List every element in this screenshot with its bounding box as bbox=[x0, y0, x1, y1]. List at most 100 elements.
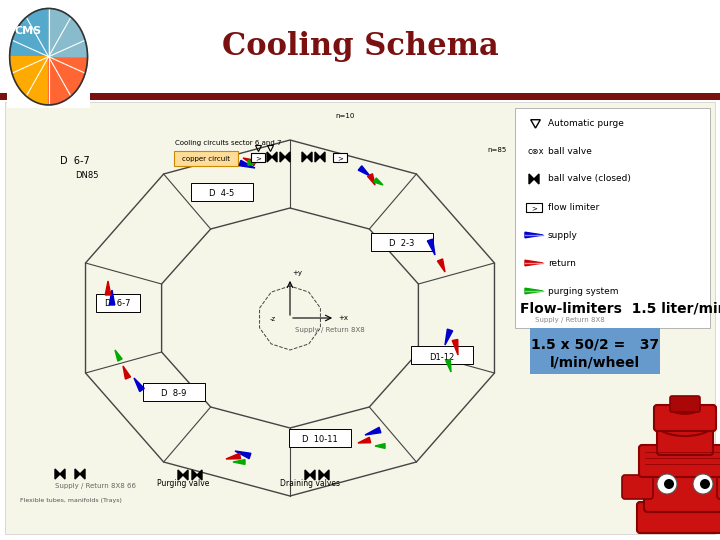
Polygon shape bbox=[109, 290, 114, 305]
Polygon shape bbox=[438, 259, 445, 272]
Ellipse shape bbox=[657, 414, 713, 436]
Bar bbox=[0, 93, 720, 100]
Text: Supply / Return 8X8: Supply / Return 8X8 bbox=[295, 327, 365, 333]
Bar bbox=[5, 102, 715, 534]
Polygon shape bbox=[178, 470, 188, 480]
Polygon shape bbox=[243, 158, 256, 166]
Polygon shape bbox=[305, 470, 315, 480]
Text: DN85: DN85 bbox=[75, 171, 99, 180]
Polygon shape bbox=[55, 469, 65, 479]
Polygon shape bbox=[529, 174, 539, 184]
FancyBboxPatch shape bbox=[174, 151, 238, 166]
Polygon shape bbox=[445, 329, 453, 345]
FancyBboxPatch shape bbox=[96, 294, 140, 312]
Polygon shape bbox=[374, 178, 383, 185]
Text: D  4-5: D 4-5 bbox=[210, 190, 235, 199]
Circle shape bbox=[700, 479, 710, 489]
Wedge shape bbox=[9, 57, 49, 105]
Polygon shape bbox=[248, 160, 256, 165]
FancyBboxPatch shape bbox=[191, 183, 253, 201]
Text: Purging valve: Purging valve bbox=[157, 479, 210, 488]
FancyBboxPatch shape bbox=[411, 346, 473, 364]
Circle shape bbox=[657, 474, 677, 494]
Wedge shape bbox=[9, 9, 49, 57]
Text: return: return bbox=[548, 259, 576, 267]
Bar bbox=[530, 328, 660, 374]
Polygon shape bbox=[359, 166, 370, 176]
Wedge shape bbox=[49, 9, 88, 57]
Text: ball valve: ball valve bbox=[548, 146, 592, 156]
Polygon shape bbox=[525, 232, 543, 238]
Circle shape bbox=[664, 479, 674, 489]
Polygon shape bbox=[367, 174, 375, 185]
Text: >: > bbox=[531, 205, 537, 211]
Text: Flow-limiters  1.5 liter/minute: Flow-limiters 1.5 liter/minute bbox=[520, 301, 720, 315]
Polygon shape bbox=[428, 239, 435, 255]
Polygon shape bbox=[123, 366, 130, 379]
Polygon shape bbox=[134, 378, 144, 392]
Polygon shape bbox=[315, 152, 325, 162]
Text: D  8-9: D 8-9 bbox=[161, 389, 186, 399]
Text: c⊗x: c⊗x bbox=[528, 146, 544, 156]
FancyBboxPatch shape bbox=[637, 502, 720, 533]
FancyBboxPatch shape bbox=[622, 475, 653, 499]
Text: 1.5 x 50/2 =   37: 1.5 x 50/2 = 37 bbox=[531, 338, 659, 352]
Ellipse shape bbox=[670, 402, 700, 414]
Text: flow limiter: flow limiter bbox=[548, 202, 599, 212]
Polygon shape bbox=[233, 460, 245, 464]
FancyBboxPatch shape bbox=[371, 233, 433, 251]
Text: +y: +y bbox=[292, 270, 302, 276]
Text: D  2-3: D 2-3 bbox=[390, 240, 415, 248]
Text: +x: +x bbox=[338, 315, 348, 321]
Text: l/min/wheel: l/min/wheel bbox=[550, 356, 640, 370]
Polygon shape bbox=[525, 260, 543, 266]
Text: D  6-7: D 6-7 bbox=[60, 156, 90, 166]
Polygon shape bbox=[365, 427, 381, 435]
Polygon shape bbox=[75, 469, 85, 479]
FancyBboxPatch shape bbox=[289, 429, 351, 447]
Text: Cooling Schema: Cooling Schema bbox=[222, 31, 498, 63]
Text: copper circuit: copper circuit bbox=[182, 156, 230, 162]
Bar bbox=[333, 153, 347, 162]
FancyBboxPatch shape bbox=[717, 475, 720, 499]
Polygon shape bbox=[105, 281, 111, 295]
FancyBboxPatch shape bbox=[644, 466, 720, 512]
Bar bbox=[515, 108, 710, 328]
Text: Supply / Return 8X8: Supply / Return 8X8 bbox=[535, 317, 605, 323]
FancyBboxPatch shape bbox=[654, 405, 716, 431]
Polygon shape bbox=[375, 443, 385, 448]
Text: Supply / Return 8X8 66: Supply / Return 8X8 66 bbox=[55, 483, 136, 489]
Polygon shape bbox=[267, 152, 277, 162]
Polygon shape bbox=[525, 288, 543, 294]
Bar bbox=[526, 203, 542, 212]
Text: D  6-7: D 6-7 bbox=[105, 300, 131, 308]
Polygon shape bbox=[452, 340, 458, 355]
Polygon shape bbox=[280, 152, 290, 162]
Circle shape bbox=[693, 474, 713, 494]
Text: Cooling circuits sector 6 and 7: Cooling circuits sector 6 and 7 bbox=[175, 140, 282, 146]
Text: n=85: n=85 bbox=[487, 147, 506, 153]
Wedge shape bbox=[48, 57, 88, 105]
Text: supply: supply bbox=[548, 231, 578, 240]
Text: -z: -z bbox=[270, 316, 276, 322]
Text: D1-12: D1-12 bbox=[429, 353, 454, 361]
Polygon shape bbox=[115, 350, 122, 361]
Text: n=10: n=10 bbox=[335, 113, 354, 119]
Text: CMS: CMS bbox=[14, 26, 42, 36]
FancyBboxPatch shape bbox=[670, 396, 700, 412]
Text: Flexible tubes, manifolds (Trays): Flexible tubes, manifolds (Trays) bbox=[20, 498, 122, 503]
Polygon shape bbox=[235, 451, 251, 458]
Text: ball valve (closed): ball valve (closed) bbox=[548, 174, 631, 184]
FancyBboxPatch shape bbox=[657, 422, 713, 455]
Text: Draining valves: Draining valves bbox=[280, 479, 340, 488]
Text: >: > bbox=[337, 155, 343, 161]
Text: Automatic purge: Automatic purge bbox=[548, 118, 624, 127]
Polygon shape bbox=[358, 437, 371, 443]
Polygon shape bbox=[446, 360, 451, 372]
FancyBboxPatch shape bbox=[639, 445, 720, 477]
Text: >: > bbox=[255, 155, 261, 161]
Polygon shape bbox=[226, 453, 240, 459]
Polygon shape bbox=[239, 160, 255, 168]
Polygon shape bbox=[319, 470, 329, 480]
Bar bbox=[251, 153, 265, 162]
